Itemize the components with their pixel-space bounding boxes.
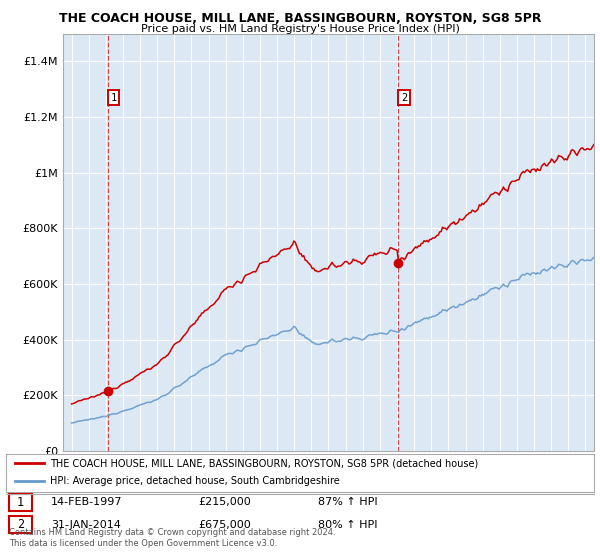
Text: 2: 2 [401, 92, 407, 102]
Text: 1: 1 [110, 92, 116, 102]
Text: 2: 2 [17, 518, 24, 531]
Text: £215,000: £215,000 [198, 497, 251, 507]
Text: Contains HM Land Registry data © Crown copyright and database right 2024.
This d: Contains HM Land Registry data © Crown c… [9, 528, 335, 548]
Text: 14-FEB-1997: 14-FEB-1997 [51, 497, 122, 507]
Text: 31-JAN-2014: 31-JAN-2014 [51, 520, 121, 530]
Text: THE COACH HOUSE, MILL LANE, BASSINGBOURN, ROYSTON, SG8 5PR (detached house): THE COACH HOUSE, MILL LANE, BASSINGBOURN… [50, 458, 478, 468]
Text: THE COACH HOUSE, MILL LANE, BASSINGBOURN, ROYSTON, SG8 5PR: THE COACH HOUSE, MILL LANE, BASSINGBOURN… [59, 12, 541, 25]
Text: HPI: Average price, detached house, South Cambridgeshire: HPI: Average price, detached house, Sout… [50, 476, 340, 486]
Text: £675,000: £675,000 [198, 520, 251, 530]
Text: 1: 1 [17, 496, 24, 509]
Text: 80% ↑ HPI: 80% ↑ HPI [318, 520, 377, 530]
Text: 87% ↑ HPI: 87% ↑ HPI [318, 497, 377, 507]
Text: Price paid vs. HM Land Registry's House Price Index (HPI): Price paid vs. HM Land Registry's House … [140, 24, 460, 34]
